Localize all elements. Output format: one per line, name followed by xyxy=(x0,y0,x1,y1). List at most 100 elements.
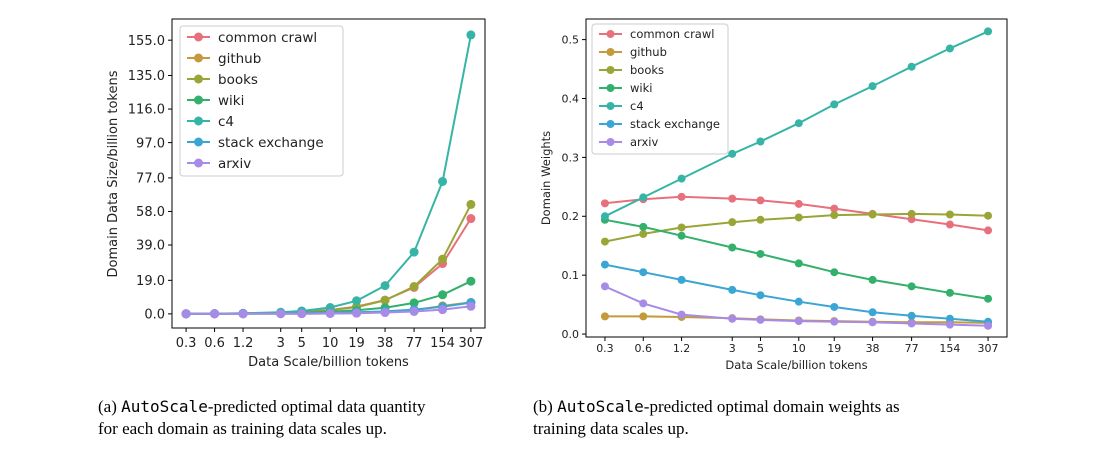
data-point-a-arxiv-5 xyxy=(325,308,335,318)
series-line-b-wiki xyxy=(604,218,989,300)
x-tick-label-b-7: 38 xyxy=(866,342,880,355)
chart-a-data-size: 0.0 19.0 39.0 58.0 77.0 97.0 116.0 135.0 155.0 0.… xyxy=(106,18,486,370)
data-point-a-c4-7 xyxy=(380,281,390,291)
data-point-b-c4-0 xyxy=(600,212,609,221)
x-tick-label-b-5: 10 xyxy=(792,342,806,355)
y-tick-label-b-1: 0.1 xyxy=(562,269,580,282)
data-point-a-arxiv-8 xyxy=(409,306,419,316)
data-point-b-common-crawl-6 xyxy=(830,204,839,213)
data-point-b-wiki-1 xyxy=(639,222,648,231)
x-tick-label-b-0: 0.3 xyxy=(596,342,614,355)
y-tick-label-a-4: 77.0 xyxy=(136,172,165,187)
data-point-a-arxiv-9 xyxy=(438,305,448,315)
data-point-b-arxiv-5 xyxy=(794,317,803,326)
data-point-b-books-9 xyxy=(945,210,954,219)
legend-a: common crawl github books wiki c4 stack excha… xyxy=(179,25,344,177)
data-point-a-wiki-8 xyxy=(409,298,419,308)
x-tick-label-a-10: 307 xyxy=(459,336,484,351)
legend-marker-b-wiki xyxy=(606,84,615,92)
data-point-b-arxiv-0 xyxy=(600,282,609,291)
x-tick-label-b-8: 77 xyxy=(905,342,919,355)
y-tick-label-b-5: 0.5 xyxy=(562,34,580,47)
legend-label-a-github: github xyxy=(218,51,261,67)
y-tick-label-a-3: 58.0 xyxy=(136,205,165,220)
legend-marker-a-common-crawl xyxy=(194,32,203,42)
y-tick-label-a-0: 0.0 xyxy=(144,308,165,323)
data-point-b-arxiv-8 xyxy=(907,319,916,328)
legend-marker-a-arxiv xyxy=(194,158,203,168)
data-point-b-c4-4 xyxy=(756,137,765,146)
legend-marker-b-stack-exchange xyxy=(606,120,615,128)
x-tick-label-b-6: 19 xyxy=(827,342,841,355)
legend-label-b-arxiv: arxiv xyxy=(630,135,658,149)
data-point-a-c4-8 xyxy=(409,247,419,257)
legend-marker-b-common-crawl xyxy=(606,30,615,38)
y-tick-label-a-7: 135.0 xyxy=(128,69,165,84)
x-tick-label-b-2: 1.2 xyxy=(673,342,691,355)
data-point-b-books-4 xyxy=(756,215,765,224)
series-b-c4 xyxy=(600,27,993,221)
data-point-a-arxiv-4 xyxy=(297,309,307,319)
series-line-a-books xyxy=(186,203,472,315)
caption-a-line2: for each domain as training data scales … xyxy=(98,419,387,438)
legend-label-b-stack-exchange: stack exchange xyxy=(630,117,720,131)
x-tick-label-a-0: 0.3 xyxy=(176,336,197,351)
legend-label-a-stack-exchange: stack exchange xyxy=(218,135,324,151)
legend-label-a-wiki: wiki xyxy=(218,93,244,109)
y-tick-label-b-0: 0.0 xyxy=(562,328,580,341)
x-tick-label-a-4: 5 xyxy=(298,336,306,351)
y-tick-label-b-2: 0.2 xyxy=(562,210,580,223)
data-point-b-wiki-6 xyxy=(830,268,839,277)
data-point-b-c4-7 xyxy=(868,82,877,91)
data-point-a-c4-10 xyxy=(466,30,476,40)
x-tick-label-b-4: 5 xyxy=(757,342,764,355)
data-point-b-common-crawl-5 xyxy=(794,199,803,208)
legend-marker-b-books xyxy=(606,66,615,74)
x-tick-label-a-8: 77 xyxy=(406,336,423,351)
data-point-a-c4-9 xyxy=(438,176,448,186)
data-point-b-c4-9 xyxy=(945,44,954,53)
data-point-a-arxiv-0 xyxy=(181,309,191,319)
data-point-a-arxiv-3 xyxy=(276,309,286,319)
y-tick-label-a-2: 39.0 xyxy=(136,239,165,254)
data-point-a-books-10 xyxy=(466,199,476,209)
data-point-a-common-crawl-10 xyxy=(466,214,476,224)
data-point-b-c4-6 xyxy=(830,100,839,109)
y-tick-label-a-5: 97.0 xyxy=(136,136,165,151)
data-point-b-wiki-2 xyxy=(677,231,686,240)
x-tick-label-b-3: 3 xyxy=(729,342,736,355)
x-tick-label-b-1: 0.6 xyxy=(635,342,653,355)
data-point-b-c4-10 xyxy=(984,27,993,36)
data-point-b-books-7 xyxy=(868,210,877,219)
data-point-b-stack-exchange-0 xyxy=(600,260,609,269)
data-point-a-arxiv-10 xyxy=(466,301,476,311)
data-point-b-books-5 xyxy=(794,213,803,222)
legend-marker-b-github xyxy=(606,48,615,56)
data-point-b-github-1 xyxy=(639,312,648,321)
legend-label-a-c4: c4 xyxy=(218,114,234,130)
data-point-b-books-1 xyxy=(639,229,648,238)
data-point-b-arxiv-2 xyxy=(677,310,686,319)
data-point-b-stack-exchange-8 xyxy=(907,311,916,320)
data-point-b-c4-5 xyxy=(794,119,803,128)
data-point-b-arxiv-1 xyxy=(639,299,648,308)
legend-marker-b-arxiv xyxy=(606,138,615,146)
data-point-b-books-10 xyxy=(984,211,993,220)
data-point-b-wiki-7 xyxy=(868,275,877,284)
caption-b-line2: training data scales up. xyxy=(533,419,689,438)
data-point-b-stack-exchange-9 xyxy=(945,314,954,323)
x-tick-label-b-10: 307 xyxy=(978,342,999,355)
legend-label-a-arxiv: arxiv xyxy=(218,156,251,172)
legend-label-b-common-crawl: common crawl xyxy=(630,27,714,41)
caption-b-code: AutoScale xyxy=(557,397,644,416)
caption-a-prefix: (a) xyxy=(98,397,122,416)
y-tick-label-a-6: 116.0 xyxy=(128,103,165,118)
data-point-b-wiki-4 xyxy=(756,249,765,258)
legend-marker-a-c4 xyxy=(194,116,203,126)
data-point-b-c4-3 xyxy=(728,149,737,158)
data-point-b-c4-2 xyxy=(677,174,686,183)
legend-marker-a-books xyxy=(194,74,203,84)
data-point-b-books-3 xyxy=(728,218,737,227)
series-a-arxiv xyxy=(181,301,476,319)
